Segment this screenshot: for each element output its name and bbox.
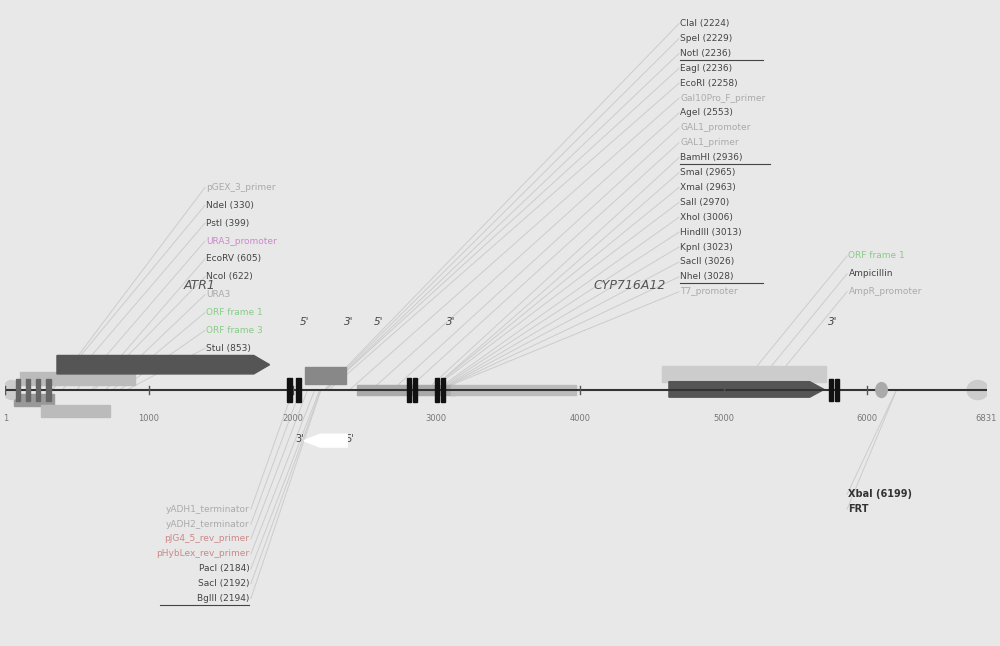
FancyArrow shape [57,355,270,374]
Bar [41,405,110,417]
Bar [296,378,301,402]
Text: 3': 3' [446,317,455,328]
Ellipse shape [876,382,887,397]
Text: GAL1_primer: GAL1_primer [680,138,739,147]
Text: XhoI (3006): XhoI (3006) [680,213,733,222]
FancyArrow shape [669,382,824,397]
Text: HindIII (3013): HindIII (3013) [680,227,742,236]
Text: 1000: 1000 [138,414,159,423]
Text: GAL1_promoter: GAL1_promoter [680,123,751,132]
Text: Gal10Pro_F_primer: Gal10Pro_F_primer [680,94,766,103]
Text: 4000: 4000 [569,414,590,423]
Text: 5': 5' [374,317,384,328]
Text: pHybLex_rev_primer: pHybLex_rev_primer [156,549,249,558]
Bar [46,379,51,401]
Text: 3': 3' [295,434,304,444]
Text: AmpR_promoter: AmpR_promoter [848,287,922,297]
Text: URA3_promoter: URA3_promoter [206,236,277,245]
Text: Ampicillin: Ampicillin [848,269,893,278]
Text: 3': 3' [344,317,353,328]
Text: ClaI (2224): ClaI (2224) [680,19,730,28]
FancyArrow shape [304,434,347,447]
Text: 5000: 5000 [713,414,734,423]
Text: 1: 1 [3,414,8,423]
Text: EagI (2236): EagI (2236) [680,64,733,73]
Text: XmaI (2963): XmaI (2963) [680,183,736,192]
Text: BamHI (2936): BamHI (2936) [680,153,743,162]
Text: pJG4_5_rev_primer: pJG4_5_rev_primer [164,534,249,543]
Bar [413,378,417,402]
Bar [14,395,54,406]
Text: FRT: FRT [848,504,869,514]
Bar [16,379,20,401]
Text: EcoRI (2258): EcoRI (2258) [680,79,738,88]
Bar [26,379,30,401]
Text: KpnI (3023): KpnI (3023) [680,242,733,251]
Text: PstI (399): PstI (399) [206,219,250,227]
Bar [435,378,439,402]
Text: 2000: 2000 [282,414,303,423]
Bar [287,378,292,402]
Bar [20,372,135,384]
Ellipse shape [967,380,989,400]
Text: yADH1_terminator: yADH1_terminator [166,505,249,514]
Bar [305,367,346,384]
Text: ORF frame 1: ORF frame 1 [206,308,263,317]
Ellipse shape [3,380,20,400]
Text: ORF frame 1: ORF frame 1 [848,251,905,260]
Text: 6831: 6831 [976,414,997,423]
Bar [36,379,40,401]
Text: 5': 5' [345,434,354,444]
Text: SalI (2970): SalI (2970) [680,198,730,207]
Text: 3': 3' [828,317,837,328]
Text: SpeI (2229): SpeI (2229) [680,34,733,43]
Text: XbaI (6199): XbaI (6199) [848,489,912,499]
Text: SacII (3026): SacII (3026) [680,258,735,266]
Bar [357,384,455,395]
Bar [451,384,576,395]
Text: ATR1: ATR1 [183,279,215,292]
Text: URA3: URA3 [206,290,231,299]
Bar [835,379,839,401]
Text: PacI (2184): PacI (2184) [199,564,249,573]
Text: pGEX_3_primer: pGEX_3_primer [206,183,276,192]
Bar [407,378,411,402]
Text: SmaI (2965): SmaI (2965) [680,168,736,177]
Text: T7_promoter: T7_promoter [680,287,738,297]
Bar [829,379,833,401]
Text: AgeI (2553): AgeI (2553) [680,109,733,118]
Text: 6000: 6000 [857,414,878,423]
Text: CYP716A12: CYP716A12 [594,279,666,292]
Text: BglII (2194): BglII (2194) [197,594,249,603]
Text: EcoRV (605): EcoRV (605) [206,255,261,264]
Text: NheI (3028): NheI (3028) [680,273,734,281]
Text: NdeI (330): NdeI (330) [206,201,254,210]
Text: SacI (2192): SacI (2192) [198,579,249,588]
Text: NotI (2236): NotI (2236) [680,49,732,58]
Bar [662,366,826,382]
Text: ORF frame 3: ORF frame 3 [206,326,263,335]
Text: yADH2_terminator: yADH2_terminator [166,519,249,528]
Text: StuI (853): StuI (853) [206,344,251,353]
Bar [441,378,445,402]
Text: NcoI (622): NcoI (622) [206,273,253,281]
Text: 5': 5' [299,317,309,328]
Text: 3000: 3000 [426,414,447,423]
